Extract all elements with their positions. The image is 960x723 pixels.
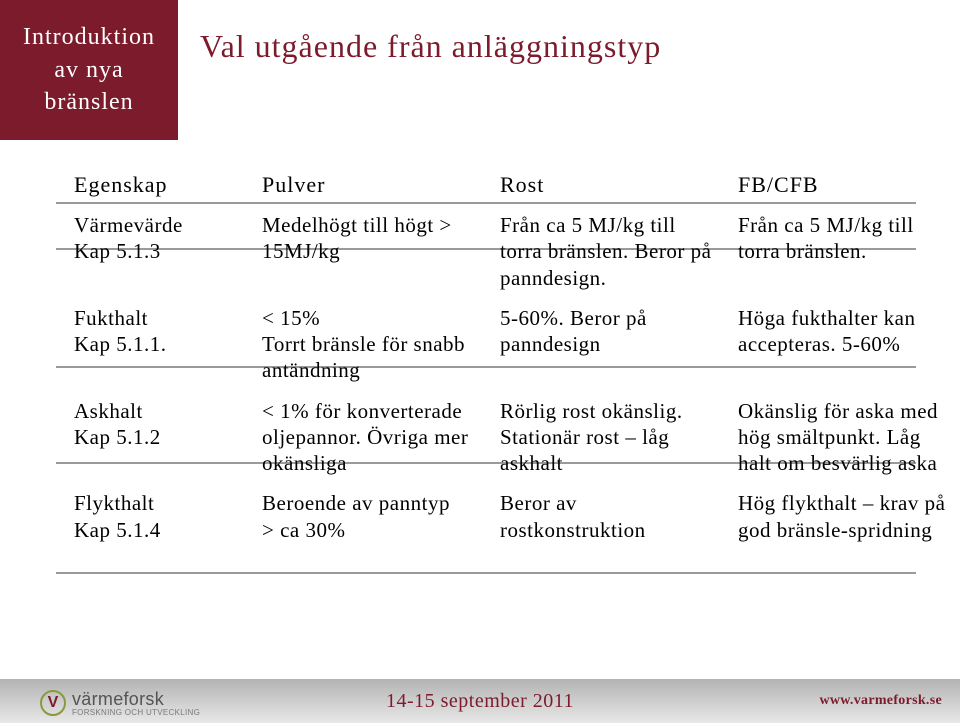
footer-url: www.varmeforsk.se xyxy=(819,693,942,709)
col-header-egenskap: Egenskap xyxy=(74,170,244,200)
cell-pulver: Medelhögt till högt > 15MJ/kg xyxy=(262,210,482,293)
row-label-main: Värmevärde xyxy=(74,212,244,238)
row-label-sub: Kap 5.1.2 xyxy=(74,424,244,450)
cell-pulver: < 1% för konverterade oljepannor. Övriga… xyxy=(262,396,482,479)
cell-rost: 5-60%. Beror på panndesign xyxy=(500,303,720,386)
logo-mark-letter: V xyxy=(48,695,59,711)
row-label: Fukthalt Kap 5.1.1. xyxy=(74,303,244,386)
sidebar-title-box: Introduktion av nya bränslen xyxy=(0,0,178,140)
cell-rost: Rörlig rost okänslig. Stationär rost – l… xyxy=(500,396,720,479)
footer-logo: V värmeforsk FORSKNING OCH UTVECKLING xyxy=(40,689,200,717)
sidebar-title-line-1: Introduktion xyxy=(23,21,155,53)
row-label-sub: Kap 5.1.4 xyxy=(74,517,244,543)
col-header-pulver: Pulver xyxy=(262,170,482,200)
row-label: Värmevärde Kap 5.1.3 xyxy=(74,210,244,293)
table-row: Värmevärde Kap 5.1.3 Medelhögt till högt… xyxy=(74,210,958,293)
cell-pulver: Beroende av panntyp> ca 30% xyxy=(262,488,482,545)
cell-pulver: < 15%Torrt bränsle för snabb antändning xyxy=(262,303,482,386)
row-label-main: Askhalt xyxy=(74,398,244,424)
cell-fbcfb: Från ca 5 MJ/kg till torra bränslen. xyxy=(738,210,958,293)
row-label-main: Fukthalt xyxy=(74,305,244,331)
row-label-sub: Kap 5.1.1. xyxy=(74,331,244,357)
cell-fbcfb: Hög flykthalt – krav på god bränsle-spri… xyxy=(738,488,958,545)
slide-root: Introduktion av nya bränslen Val utgåend… xyxy=(0,0,960,723)
sidebar-title-line-2: av nya xyxy=(54,54,123,86)
cell-fbcfb: Okänslig för aska med hög smältpunkt. Lå… xyxy=(738,396,958,479)
data-table: Egenskap Pulver Rost FB/CFB Värmevärde K… xyxy=(56,160,960,555)
data-table-wrap: Egenskap Pulver Rost FB/CFB Värmevärde K… xyxy=(56,160,916,555)
logo-text-block: värmeforsk FORSKNING OCH UTVECKLING xyxy=(72,689,200,717)
table-row: Flykthalt Kap 5.1.4 Beroende av panntyp>… xyxy=(74,488,958,545)
page-title: Val utgående från anläggningstyp xyxy=(200,28,661,65)
logo-text: värmeforsk xyxy=(72,689,200,710)
cell-fbcfb: Höga fukthalter kan accepteras. 5-60% xyxy=(738,303,958,386)
col-header-fbcfb: FB/CFB xyxy=(738,170,958,200)
sidebar-title-line-3: bränslen xyxy=(44,86,133,118)
logo-mark-icon: V xyxy=(40,690,66,716)
table-row-rule xyxy=(56,572,916,574)
row-label: Askhalt Kap 5.1.2 xyxy=(74,396,244,479)
col-header-rost: Rost xyxy=(500,170,720,200)
table-header-row: Egenskap Pulver Rost FB/CFB xyxy=(74,170,958,200)
footer-date: 14-15 september 2011 xyxy=(386,690,574,713)
row-label-main: Flykthalt xyxy=(74,490,244,516)
logo-subtext: FORSKNING OCH UTVECKLING xyxy=(72,708,200,717)
cell-rost: Beror av rostkonstruktion xyxy=(500,488,720,545)
footer-bar: V värmeforsk FORSKNING OCH UTVECKLING 14… xyxy=(0,679,960,723)
cell-rost: Från ca 5 MJ/kg till torra bränslen. Ber… xyxy=(500,210,720,293)
row-label-sub: Kap 5.1.3 xyxy=(74,238,244,264)
table-row: Fukthalt Kap 5.1.1. < 15%Torrt bränsle f… xyxy=(74,303,958,386)
table-row: Askhalt Kap 5.1.2 < 1% för konverterade … xyxy=(74,396,958,479)
row-label: Flykthalt Kap 5.1.4 xyxy=(74,488,244,545)
